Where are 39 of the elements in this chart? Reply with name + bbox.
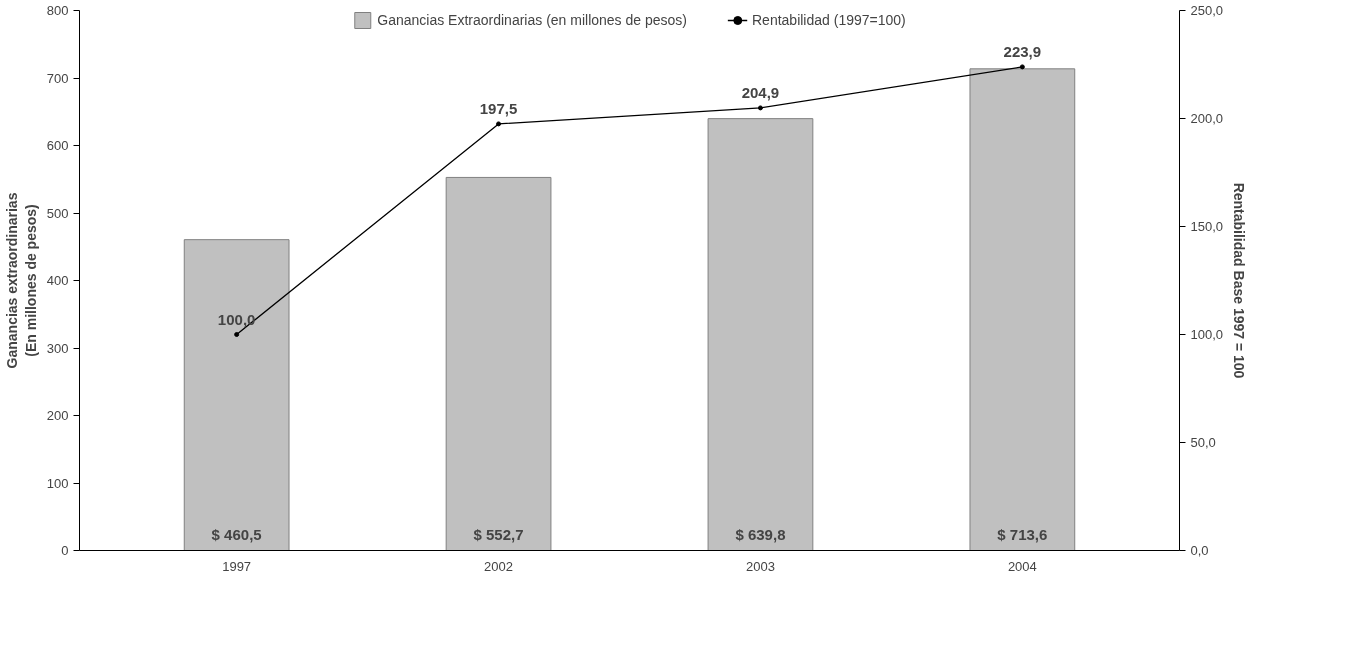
data-label: $ 639,8 bbox=[735, 525, 786, 543]
bar bbox=[969, 68, 1076, 551]
y2-tick-label: 200,0 bbox=[1190, 111, 1224, 126]
legend-label: Rentabilidad (1997=100) bbox=[751, 12, 906, 28]
x-tick-label: 2004 bbox=[1007, 558, 1037, 574]
y-tick-label: 700 bbox=[46, 70, 69, 86]
x-tick-label: 2003 bbox=[745, 558, 775, 574]
data-label: 223,9 bbox=[1003, 42, 1042, 60]
y-tick-label: 0 bbox=[61, 543, 69, 558]
y-axis-title: Ganancias extraordinarias (En millones de pesos) bbox=[3, 192, 39, 369]
y2-tick-label: 50,0 bbox=[1190, 435, 1216, 450]
y-tick-label: 400 bbox=[46, 273, 69, 288]
y2-tick-label: 0,0 bbox=[1190, 543, 1209, 558]
y-tick-label: 200 bbox=[46, 408, 69, 423]
y2-axis-title: Rentabilidad Base 1997 = 100 bbox=[1231, 182, 1248, 379]
point bbox=[757, 105, 763, 111]
point bbox=[234, 332, 240, 337]
y2-tick-label: 150,0 bbox=[1190, 219, 1224, 234]
data-label: $ 713,6 bbox=[997, 525, 1048, 543]
y2-tick-label: 250,0 bbox=[1190, 3, 1224, 18]
y-tick-label: 800 bbox=[46, 3, 69, 18]
data-label: $ 552,7 bbox=[473, 525, 524, 543]
y-tick-label: 100 bbox=[46, 475, 69, 491]
y-tick-label: 600 bbox=[46, 138, 69, 153]
bar bbox=[707, 118, 814, 551]
y-tick-label: 300 bbox=[46, 340, 69, 356]
bar bbox=[445, 176, 552, 551]
legend-label: Ganancias Extraordinarias (en millones de pesos) bbox=[377, 12, 687, 28]
bar bbox=[183, 239, 290, 551]
data-label: 204,9 bbox=[741, 83, 780, 101]
data-label: 100,0 bbox=[217, 310, 256, 328]
x-tick-label: 1997 bbox=[222, 558, 252, 574]
x-tick-label: 2002 bbox=[484, 558, 514, 574]
point bbox=[496, 121, 502, 127]
data-label: $ 460,5 bbox=[211, 525, 262, 543]
point bbox=[1019, 64, 1025, 70]
y2-tick-label: 100,0 bbox=[1190, 327, 1224, 342]
data-label: 197,5 bbox=[479, 99, 518, 117]
y-tick-label: 500 bbox=[46, 205, 69, 221]
